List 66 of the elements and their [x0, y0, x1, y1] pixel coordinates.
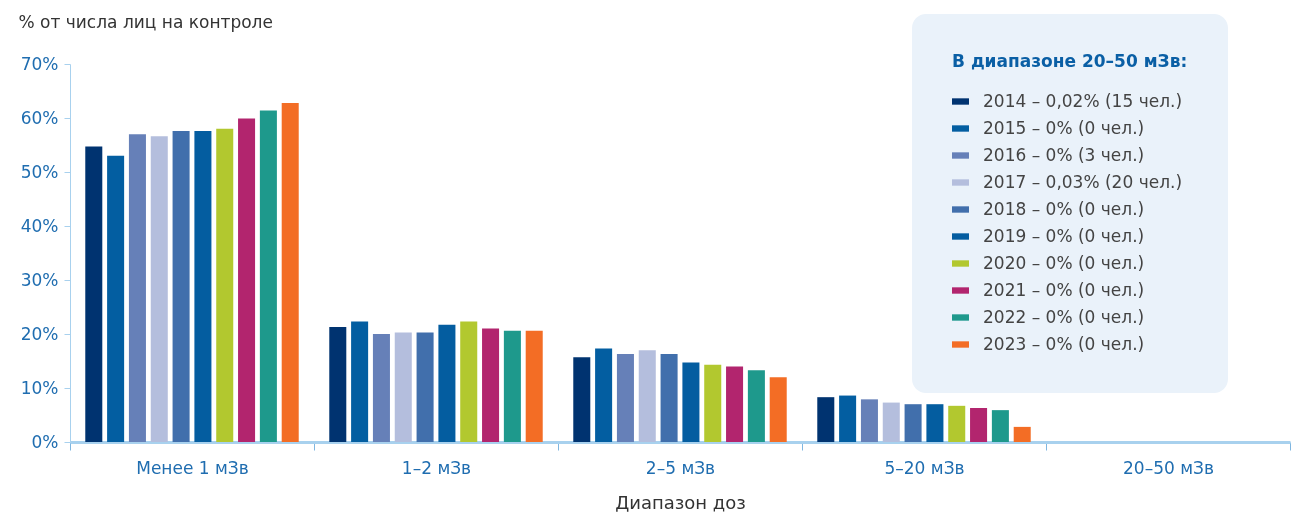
- bar: [460, 321, 478, 442]
- legend-title: В диапазоне 20–50 мЗв:: [952, 51, 1188, 71]
- bar: [1013, 426, 1031, 442]
- legend-label: 2022 – 0% (0 чел.): [983, 306, 1145, 327]
- bar: [747, 370, 765, 442]
- y-tick-label: 30%: [20, 269, 59, 290]
- legend-label: 2020 – 0% (0 чел.): [983, 252, 1145, 273]
- bar: [525, 330, 543, 442]
- y-tick-label: 40%: [20, 215, 59, 236]
- legend-label: 2021 – 0% (0 чел.): [983, 279, 1145, 300]
- bar: [660, 353, 678, 442]
- bar: [704, 364, 722, 442]
- bar: [107, 155, 125, 442]
- y-tick-label: 10%: [20, 377, 59, 398]
- bar: [351, 321, 369, 442]
- bar: [991, 410, 1009, 442]
- bar: [128, 134, 146, 442]
- bar: [216, 128, 234, 442]
- bar: [904, 404, 922, 442]
- bar: [150, 136, 168, 442]
- bar: [394, 332, 412, 442]
- bar: [682, 362, 700, 442]
- x-tick-label: Менее 1 мЗв: [136, 457, 249, 478]
- bar: [482, 328, 500, 442]
- legend-label: 2014 – 0,02% (15 чел.): [983, 90, 1183, 111]
- x-tick-label: 5–20 мЗв: [884, 457, 965, 478]
- x-tick-label: 1–2 мЗв: [401, 457, 472, 478]
- bar: [172, 130, 190, 442]
- legend-label: 2015 – 0% (0 чел.): [983, 117, 1145, 138]
- legend-label: 2016 – 0% (3 чел.): [983, 144, 1145, 165]
- bar: [503, 330, 521, 442]
- bar: [259, 110, 277, 442]
- bar: [769, 377, 787, 442]
- y-tick-label: 0%: [31, 431, 59, 452]
- x-tick-label: 2–5 мЗв: [645, 457, 716, 478]
- y-tick-label: 20%: [20, 323, 59, 344]
- y-tick-label: 70%: [20, 53, 59, 74]
- legend-label: 2023 – 0% (0 чел.): [983, 333, 1145, 354]
- bar: [839, 395, 857, 442]
- x-axis-title: Диапазон доз: [615, 491, 746, 513]
- bar: [948, 405, 966, 442]
- bar: [726, 366, 744, 442]
- bar: [329, 326, 347, 442]
- y-tick-label: 60%: [20, 107, 59, 128]
- bar: [926, 404, 944, 442]
- bar: [817, 397, 835, 442]
- bar: [85, 146, 103, 442]
- bar: [882, 402, 900, 442]
- bar: [860, 399, 878, 442]
- legend-label: 2018 – 0% (0 чел.): [983, 198, 1145, 219]
- bar: [281, 102, 299, 442]
- x-tick-label: 20–50 мЗв: [1123, 457, 1214, 478]
- bar: [573, 357, 591, 442]
- bar: [595, 348, 613, 442]
- bar: [638, 350, 656, 442]
- legend-label: 2017 – 0,03% (20 чел.): [983, 171, 1183, 192]
- y-tick-label: 50%: [20, 161, 59, 182]
- legend-label: 2019 – 0% (0 чел.): [983, 225, 1145, 246]
- bar: [970, 407, 988, 442]
- y-axis-title: % от числа лиц на контроле: [18, 11, 273, 32]
- bar: [238, 118, 256, 442]
- bar: [616, 353, 634, 442]
- bar: [372, 334, 390, 442]
- bar: [438, 324, 456, 442]
- bar: [416, 332, 434, 442]
- bar: [194, 130, 212, 442]
